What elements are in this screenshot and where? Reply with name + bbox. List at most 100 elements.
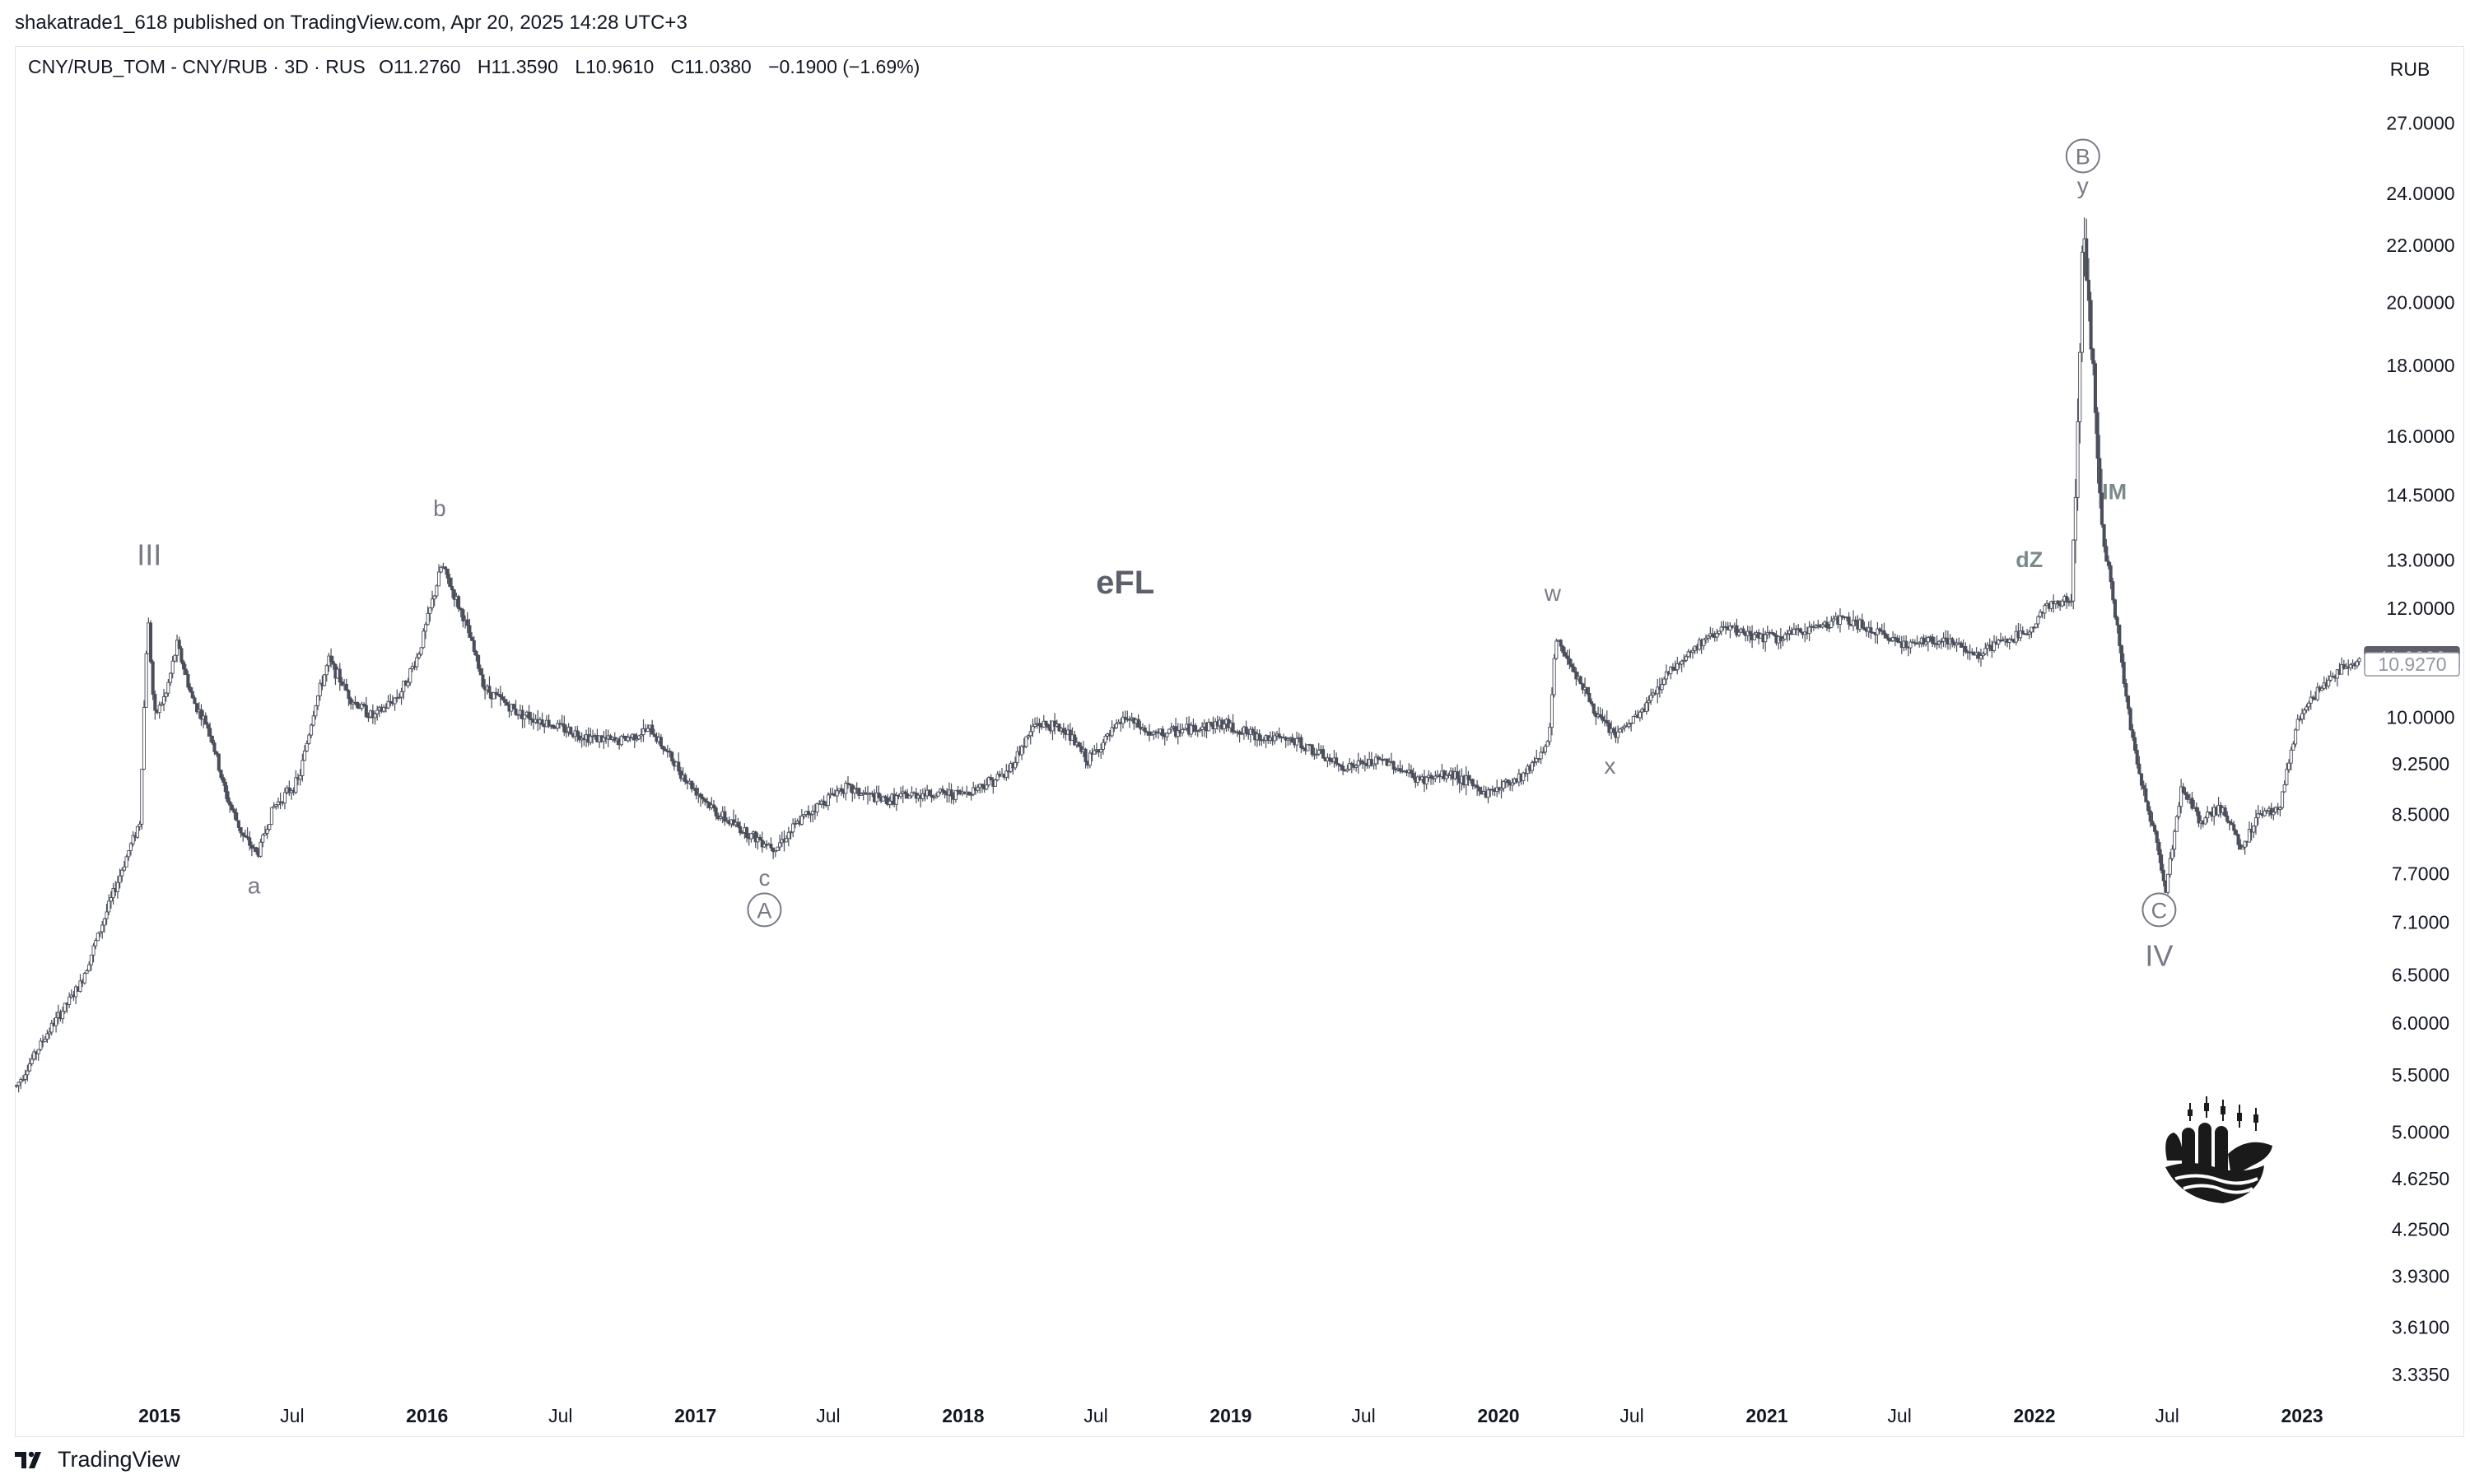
candle-body: [1532, 761, 1536, 764]
candle-body: [1587, 692, 1592, 702]
candle-body: [1574, 671, 1578, 680]
candle-body: [2089, 300, 2093, 350]
candle-body: [21, 1079, 26, 1081]
candle-body: [969, 793, 973, 796]
candle-body: [423, 624, 428, 632]
tradingview-logo-icon[interactable]: [15, 1449, 51, 1471]
candle-body: [2295, 719, 2300, 731]
candle-body: [1294, 737, 1299, 746]
candle-body: [758, 836, 762, 841]
time-tick-label: Jul: [548, 1405, 572, 1426]
candle-body: [815, 802, 819, 813]
candle-body: [1152, 731, 1156, 735]
candle-body: [883, 796, 888, 799]
candle-body: [428, 607, 432, 614]
candle-body: [1433, 775, 1438, 779]
candle-body: [1838, 615, 1843, 625]
candle-body: [1499, 788, 1503, 791]
price-tick-label: 5.0000: [2392, 1122, 2449, 1143]
candle-body: [927, 789, 931, 796]
candle-body: [1778, 635, 1783, 642]
candle-body: [2106, 561, 2111, 566]
candle-body: [2348, 664, 2352, 668]
candle-body: [894, 795, 898, 805]
candle-body: [949, 789, 953, 797]
tradingview-wordmark[interactable]: TradingView: [58, 1447, 180, 1472]
candle-body: [1853, 619, 1857, 622]
candle-body: [230, 804, 234, 811]
candle-body: [309, 724, 314, 736]
candle-body: [2307, 702, 2311, 708]
candle-body: [1286, 738, 1290, 741]
candle-body: [1781, 639, 1785, 642]
candle-body: [415, 657, 419, 668]
candle-body: [1143, 727, 1147, 733]
time-tick-label: Jul: [1887, 1405, 1911, 1426]
candle-body: [668, 751, 672, 753]
candle-body: [1348, 763, 1352, 770]
candle-body: [690, 780, 694, 789]
candle-body: [870, 793, 874, 795]
candle-body: [637, 735, 641, 740]
candle-body: [1706, 635, 1710, 639]
candle-body: [282, 792, 287, 804]
candle-body: [527, 711, 531, 719]
candle-body: [1345, 769, 1349, 772]
candle-body: [259, 841, 263, 857]
candle-body: [1770, 632, 1774, 635]
candle-body: [1748, 630, 1752, 635]
candle-body: [2072, 539, 2076, 602]
candle-body: [36, 1049, 40, 1054]
candle-body: [137, 823, 142, 827]
candle-body: [936, 791, 940, 797]
candle-body: [2086, 279, 2090, 301]
candle-body: [1033, 723, 1037, 727]
candle-body: [402, 681, 406, 692]
candle-body: [859, 793, 864, 796]
candle-body: [2179, 786, 2183, 807]
candle-body: [1257, 733, 1261, 741]
candle-body: [96, 933, 100, 942]
candle-body: [1785, 633, 1789, 635]
candle-body: [1028, 731, 1032, 737]
candle-body: [2078, 351, 2082, 422]
candle-body: [131, 835, 135, 844]
candle-body: [773, 850, 777, 853]
symbol-name[interactable]: CNY/RUB_TOM - CNY/RUB · 3D · RUS: [28, 56, 366, 77]
candle-body: [2355, 661, 2359, 667]
candle-body: [1299, 737, 1303, 749]
candle-body: [243, 835, 247, 838]
candle-body: [1941, 637, 1946, 642]
candle-body: [2291, 743, 2295, 751]
candle-body: [776, 846, 780, 851]
candle-body: [1306, 744, 1310, 751]
candle-body: [503, 699, 507, 703]
candle-body: [626, 737, 630, 742]
candle-body: [1073, 734, 1077, 746]
candle-body: [107, 900, 111, 913]
candle-body: [1160, 728, 1165, 737]
candle-body: [1341, 765, 1345, 771]
candle-body: [1918, 642, 1922, 644]
candle-body: [831, 793, 835, 795]
candle-body: [1310, 744, 1314, 756]
candle-body: [364, 705, 368, 718]
currency-button[interactable]: RUB: [2365, 51, 2455, 87]
candle-body: [1376, 756, 1380, 760]
candle-body: [835, 790, 839, 797]
candle-body: [2139, 773, 2144, 786]
candle-body: [972, 787, 976, 795]
candle-body: [2305, 706, 2309, 711]
candle-body: [683, 775, 687, 783]
candle-body: [505, 701, 509, 706]
candle-body: [2223, 807, 2227, 816]
candle-body: [1978, 655, 1983, 659]
candle-body: [91, 945, 96, 956]
candle-body: [1860, 619, 1864, 629]
candle-body: [166, 682, 170, 694]
candle-body: [356, 701, 360, 709]
candle-body: [1825, 621, 1829, 628]
candle-body: [1084, 748, 1088, 762]
